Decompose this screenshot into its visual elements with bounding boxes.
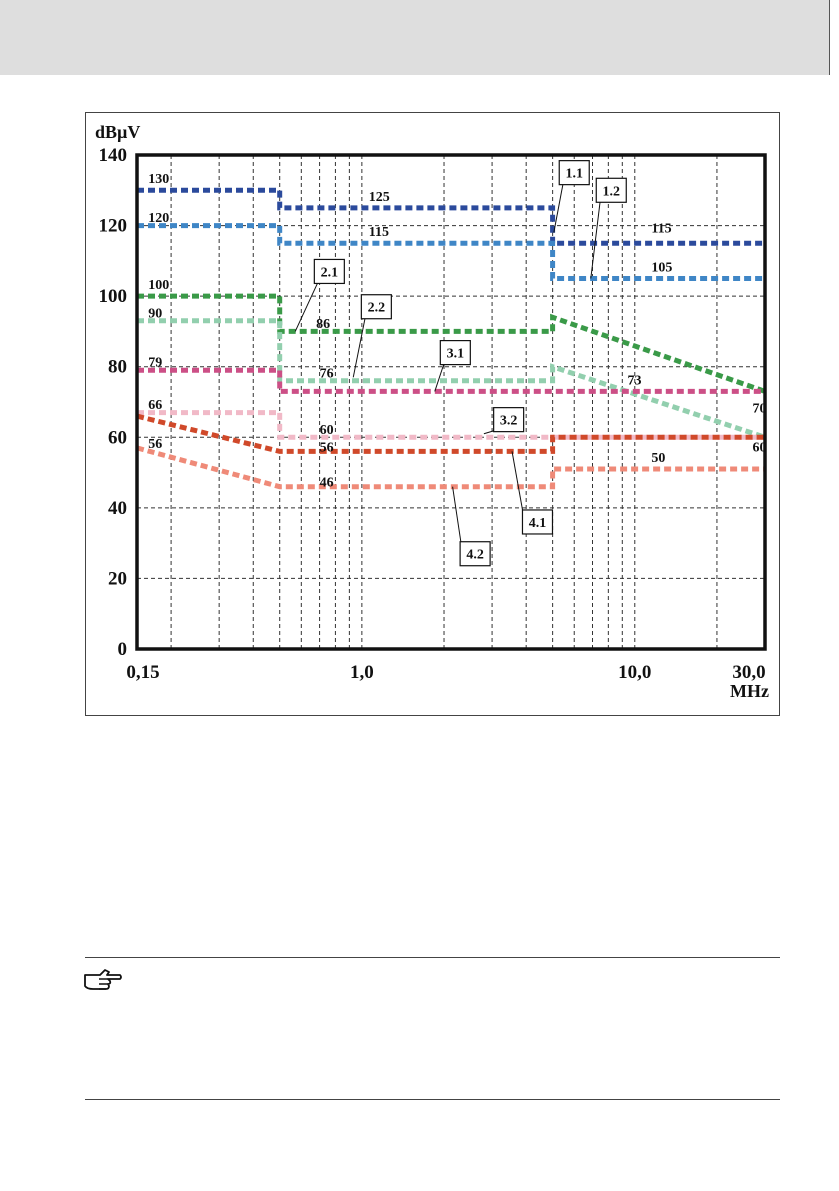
value-label: 130 [148,172,169,187]
value-label: 120 [148,211,169,226]
callout-label: 1.2 [603,184,621,199]
value-label: 76 [320,366,334,381]
value-label: 90 [148,306,162,321]
callout-label: 3.1 [447,347,465,362]
y-tick-label: 20 [108,568,127,589]
callout-label: 2.1 [321,265,339,280]
grid [137,155,765,649]
limit-line [137,293,766,394]
value-label: 46 [320,476,334,491]
figure-frame [85,112,780,716]
value-label: 60 [320,423,334,438]
y-tick-label: 80 [108,357,127,378]
limit-line [136,413,765,454]
value-label: 115 [651,222,671,237]
limit-line [137,367,765,394]
callout-box [459,541,491,567]
page-edge-line [829,0,830,75]
callout-leader [590,200,601,279]
y-tick-label: 140 [99,145,128,166]
value-label: 79 [148,356,162,371]
value-label: 73 [627,373,641,388]
callout-label: 2.2 [368,301,386,316]
value-label: 50 [651,451,665,466]
x-tick-label: 1,0 [350,662,374,683]
callout-box [521,509,554,535]
value-label: 70 [753,402,767,417]
value-label: 115 [369,225,389,240]
limit-line [137,318,766,440]
y-tick-label: 100 [99,286,128,307]
limit-line [136,445,765,490]
x-tick-label: 10,0 [618,662,651,683]
value-label: 125 [369,190,390,205]
callout-box [558,160,590,186]
callout-label: 3.2 [500,414,518,429]
callout-box [313,258,345,285]
note-bottom-rule [85,1099,780,1100]
value-label: 60 [753,440,767,455]
callout-leader [352,316,366,378]
value-label: 86 [316,317,330,332]
page-edge [829,0,839,75]
value-label: 100 [148,278,169,293]
callout-label: 1.1 [565,167,583,182]
plot-border [135,153,767,651]
callout-label: 4.2 [466,548,484,563]
value-label: 56 [148,437,162,452]
callout-leader [434,362,445,392]
y-tick-label: 120 [99,216,128,237]
limit-lines [136,187,766,490]
callout-box [439,340,471,366]
y-tick-label: 60 [108,427,127,448]
x-tick-label: 30,0 [732,662,765,683]
y-tick-label: 0 [118,639,128,660]
y-tick-label: 40 [108,498,127,519]
value-label: 56 [320,440,334,455]
y-axis-label: dBµV [95,122,140,142]
callout-leader [553,182,564,233]
note-top-rule [85,957,780,958]
x-axis-label: MHz [730,681,769,701]
callout-box [360,294,392,320]
callout-labels: 1.1 1.2 2.1 2.2 3.1 3.2 4.1 4.2 [294,160,627,567]
x-tick-label: 0,15 [126,662,159,683]
value-labels: 130 120 125 115 115 105 100 90 86 79 76 73 70 66 60 56 5… [148,172,766,490]
limit-line [137,410,765,440]
value-label: 105 [651,260,672,275]
tick-labels: 0 20 40 60 80 100 120 140 0,15 1,0 10,0 30,0 [99,145,766,683]
callout-leader [294,281,319,332]
emission-limits-chart: dBµV MHz 0 20 40 60 80 100 120 140 0,15 1,0 10,0 30… [95,122,769,701]
pointing-hand-icon [84,969,122,990]
callout-box [595,177,627,203]
callout-label: 4.1 [529,516,547,531]
value-label: 66 [148,398,162,413]
callout-box [493,407,525,433]
page-header-band [0,0,839,75]
